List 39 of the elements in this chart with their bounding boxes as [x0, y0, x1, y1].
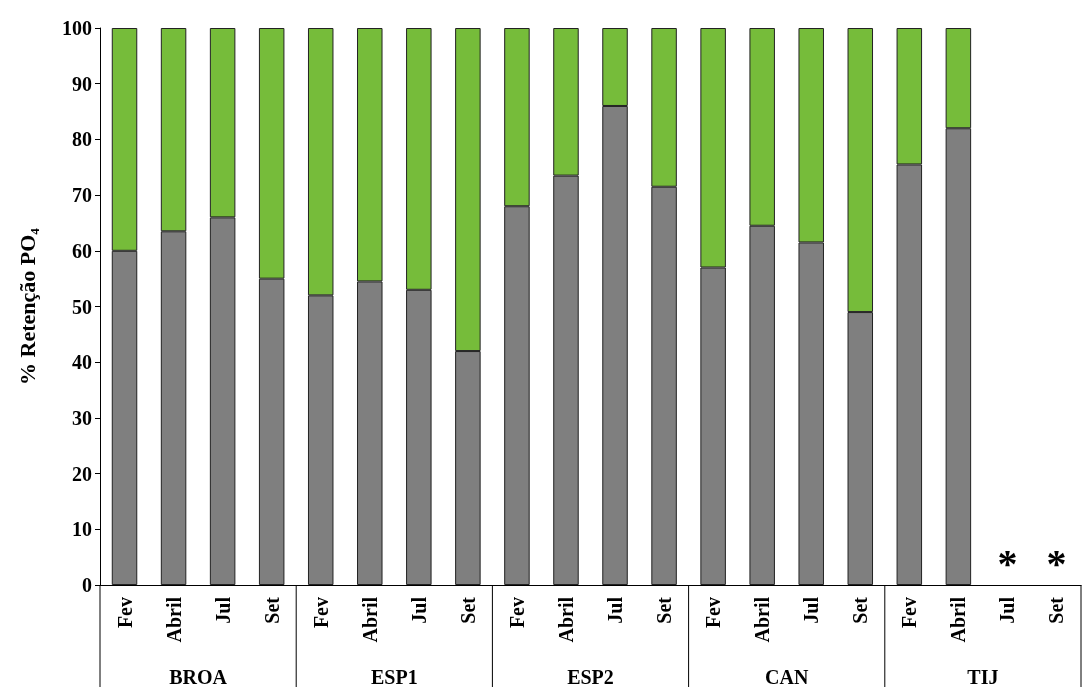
text: ESP2 — [567, 666, 614, 688]
x-tick-label: Fev — [309, 597, 332, 629]
y-tick-label: 10 — [72, 518, 92, 541]
x-tick-label: Abril — [947, 596, 970, 643]
x-tick-label: Fev — [113, 597, 136, 629]
y-tick-label: 0 — [82, 574, 92, 596]
x-tick-label: Fev — [898, 597, 921, 629]
x-tick-label: Jul — [211, 596, 234, 624]
text: TIJ — [967, 666, 999, 688]
x-tick-label: Fev — [505, 597, 528, 629]
text: CAN — [765, 666, 809, 688]
text: BROA — [169, 666, 228, 688]
y-tick-label: 100 — [62, 17, 92, 39]
y-tick-label: 50 — [72, 295, 92, 318]
x-tick-label: Set — [1045, 596, 1068, 624]
annotation: * — [1046, 540, 1067, 586]
x-tick-label: Abril — [358, 596, 381, 643]
x-tick-label: Abril — [554, 596, 577, 643]
x-tick-label: Fev — [702, 597, 725, 629]
y-tick-label: 70 — [72, 184, 92, 207]
x-tick-label: Set — [260, 596, 283, 624]
y-tick-label: 40 — [72, 351, 92, 374]
y-tick-label: 20 — [72, 462, 92, 485]
x-tick-label: Set — [849, 596, 872, 624]
x-tick-label: Jul — [800, 596, 823, 624]
y-tick-label: 60 — [72, 239, 92, 262]
x-tick-label: Jul — [604, 596, 627, 624]
y-tick-label: 90 — [72, 72, 92, 95]
annotation: * — [997, 540, 1018, 586]
x-tick-label: Jul — [996, 596, 1019, 624]
x-tick-label: Abril — [751, 596, 774, 643]
x-tick-label: Jul — [407, 596, 430, 624]
y-tick-label: 80 — [72, 128, 92, 151]
y-axis-title: % Retenção PO₄ — [14, 227, 40, 385]
x-tick-label: Set — [456, 596, 479, 624]
text: ESP1 — [370, 666, 418, 688]
y-tick-label: 30 — [72, 406, 92, 429]
x-tick-label: Set — [653, 596, 676, 624]
x-tick-label: Abril — [162, 596, 185, 643]
